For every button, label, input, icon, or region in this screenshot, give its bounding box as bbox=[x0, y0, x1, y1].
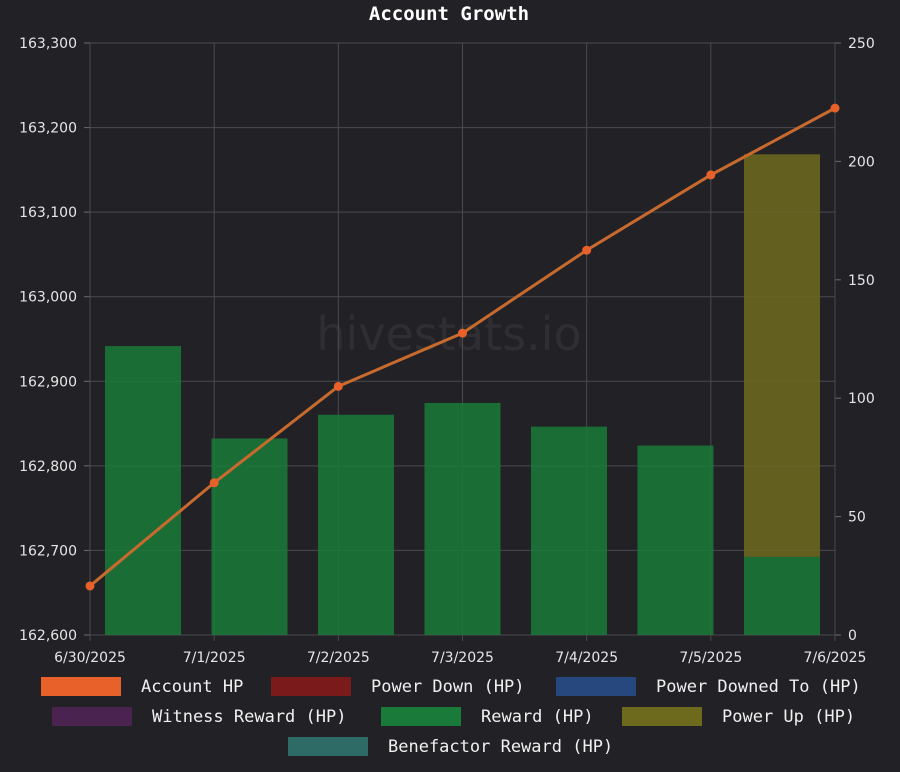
legend-swatch bbox=[556, 677, 636, 696]
line-series bbox=[85, 103, 840, 591]
legend-item-power-downed-to-hp[interactable]: Power Downed To (HP) bbox=[556, 677, 861, 697]
x-tick-label: 7/2/2025 bbox=[307, 650, 370, 666]
y-right-tick-label: 150 bbox=[848, 273, 875, 289]
bar-reward-hp bbox=[318, 414, 394, 635]
bar-reward-hp bbox=[424, 402, 501, 635]
legend-swatch bbox=[381, 707, 461, 726]
y-left-tick-label: 162,700 bbox=[19, 543, 77, 559]
y-left-tick-label: 163,000 bbox=[19, 290, 77, 306]
y-left-tick-label: 163,200 bbox=[19, 121, 77, 137]
x-tick-label: 7/5/2025 bbox=[679, 650, 742, 666]
bar-reward-hp bbox=[637, 445, 714, 635]
legend-swatch bbox=[52, 707, 132, 726]
legend-item-benefactor-reward-hp[interactable]: Benefactor Reward (HP) bbox=[288, 737, 613, 757]
x-tick-label: 7/1/2025 bbox=[183, 650, 246, 666]
point-account-hp[interactable] bbox=[830, 103, 840, 113]
legend-item-account-hp[interactable]: Account HP bbox=[41, 677, 243, 697]
legend-item-power-down-hp[interactable]: Power Down (HP) bbox=[271, 677, 525, 697]
point-account-hp[interactable] bbox=[706, 170, 716, 180]
legend-swatch bbox=[271, 677, 351, 696]
y-right-tick-label: 250 bbox=[848, 36, 875, 52]
point-account-hp[interactable] bbox=[209, 478, 219, 488]
bar-reward-hp bbox=[531, 426, 607, 635]
legend-item-power-up-hp[interactable]: Power Up (HP) bbox=[622, 707, 855, 727]
legend-label: Power Up (HP) bbox=[722, 707, 855, 727]
legend[interactable]: Account HP Power Down (HP) Power Downed To… bbox=[41, 677, 861, 757]
y-left-tick-label: 162,900 bbox=[19, 374, 77, 390]
legend-label: Account HP bbox=[141, 677, 243, 697]
bar-reward-hp bbox=[105, 346, 181, 635]
y-left-tick-label: 163,300 bbox=[19, 36, 77, 52]
chart-title: Account Growth bbox=[369, 3, 529, 25]
bar-series bbox=[105, 154, 820, 635]
legend-item-witness-reward-hp[interactable]: Witness Reward (HP) bbox=[52, 707, 346, 727]
legend-label: Benefactor Reward (HP) bbox=[388, 737, 613, 757]
x-tick-label: 7/6/2025 bbox=[804, 650, 867, 666]
x-tick-label: 6/30/2025 bbox=[54, 650, 126, 666]
point-account-hp[interactable] bbox=[458, 328, 467, 338]
legend-swatch bbox=[41, 677, 121, 696]
y-right-tick-label: 50 bbox=[848, 510, 866, 526]
point-account-hp[interactable] bbox=[582, 245, 592, 255]
legend-swatch bbox=[622, 707, 702, 726]
y-right-tick-label: 100 bbox=[848, 391, 875, 407]
y-right-tick-label: 0 bbox=[848, 628, 857, 644]
y-right-tick-label: 200 bbox=[848, 154, 875, 170]
x-tick-label: 7/3/2025 bbox=[431, 650, 494, 666]
bar-reward-hp bbox=[744, 556, 820, 635]
legend-label: Power Down (HP) bbox=[371, 677, 525, 697]
legend-label: Power Downed To (HP) bbox=[656, 677, 861, 697]
y-left-tick-label: 162,800 bbox=[19, 459, 77, 475]
watermark-text: hivestats.io bbox=[316, 307, 581, 361]
x-tick-label: 7/4/2025 bbox=[555, 650, 618, 666]
point-account-hp[interactable] bbox=[85, 581, 95, 591]
y-left-tick-label: 162,600 bbox=[19, 628, 77, 644]
y-left-tick-label: 163,100 bbox=[19, 205, 77, 221]
legend-swatch bbox=[288, 737, 368, 756]
bar-reward-hp bbox=[211, 438, 288, 635]
legend-label: Reward (HP) bbox=[481, 707, 594, 727]
legend-item-reward-hp[interactable]: Reward (HP) bbox=[381, 707, 594, 727]
point-account-hp[interactable] bbox=[333, 381, 343, 391]
bar-power-up-hp bbox=[744, 154, 820, 557]
legend-label: Witness Reward (HP) bbox=[152, 707, 346, 727]
axis-labels: 163,300 163,200 163,100 163,000 162,900 162,8… bbox=[19, 36, 875, 666]
